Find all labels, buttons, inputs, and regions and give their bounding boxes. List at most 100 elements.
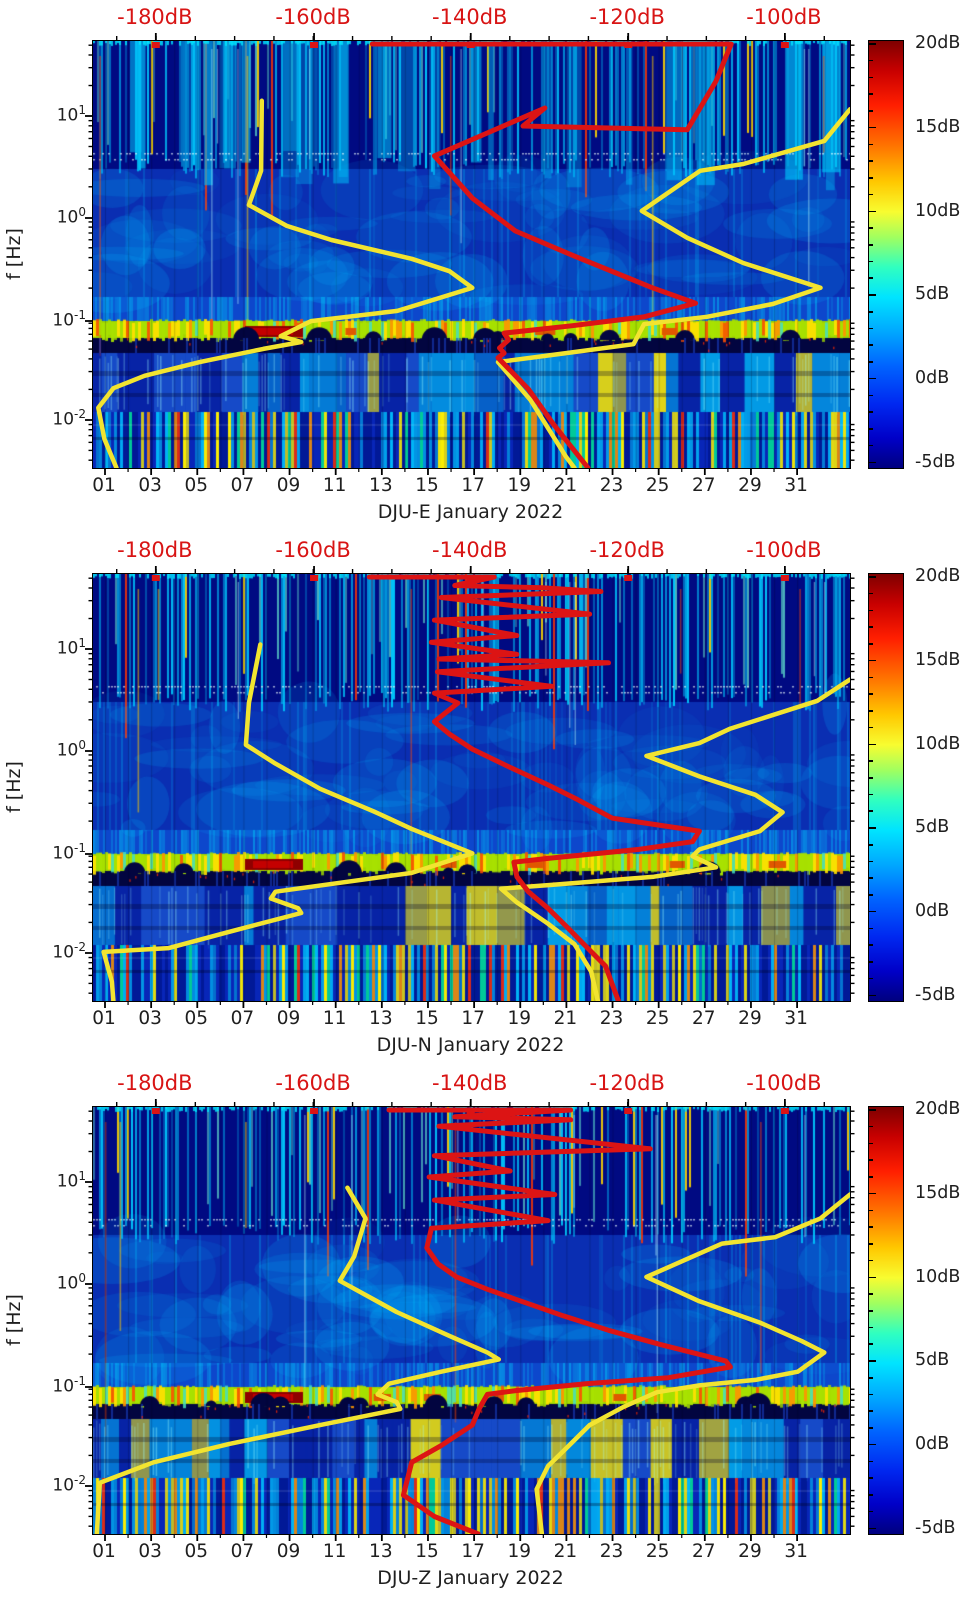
colorbar-minor-tick <box>869 843 873 846</box>
colorbar-label: 10dB <box>915 733 961 754</box>
overlay-curves <box>85 1099 855 1541</box>
top-axis-label: -120dB <box>589 538 665 562</box>
y-axis-title: f [Hz] <box>3 1294 25 1346</box>
top-axis-label: -160dB <box>275 5 351 29</box>
colorbar-minor-tick <box>869 676 873 679</box>
panel-dju-e: -180dB -160dB -140dB -120dB -100dB 101 100 10-… <box>0 0 962 533</box>
x-axis-label: 17 <box>461 1541 485 1562</box>
colorbar-minor-tick <box>869 160 873 162</box>
y-axis-label-mantissa: 10 <box>56 1273 79 1294</box>
colorbar-minor-tick <box>869 643 873 645</box>
colorbar-minor-tick <box>869 327 873 330</box>
colorbar-minor-tick <box>869 944 873 946</box>
x-axis-label: 03 <box>138 1541 162 1562</box>
colorbar-minor-tick <box>869 760 873 762</box>
colorbar-minor-tick <box>869 1494 873 1496</box>
colorbar-minor-tick <box>869 227 873 229</box>
colorbar-minor-tick <box>869 1125 873 1128</box>
colorbar-minor-tick <box>869 1477 873 1479</box>
colorbar-minor-tick <box>869 1159 873 1161</box>
colorbar: 20dB 15dB 10dB 5dB 0dB -5dB <box>868 1099 960 1538</box>
y-axis-label-exponent: -1 <box>74 308 86 322</box>
top-axis-label: -160dB <box>275 538 351 562</box>
colorbar-tick <box>869 1109 876 1111</box>
y-axis-label-mantissa: 10 <box>52 409 75 430</box>
x-axis-label: 17 <box>461 475 485 496</box>
y-axis-label-exponent: 1 <box>78 1169 86 1183</box>
x-axis-label: 01 <box>92 1008 116 1029</box>
colorbar-minor-tick <box>869 411 873 413</box>
colorbar-label: 5dB <box>915 284 950 305</box>
colorbar-label: 20dB <box>915 566 961 587</box>
colorbar-label: 5dB <box>915 1350 950 1371</box>
colorbar-minor-tick <box>869 110 873 112</box>
panel-dju-n: -180dB -160dB -140dB -120dB -100dB 101 100 10-… <box>0 533 962 1066</box>
colorbar-minor-tick <box>869 1243 873 1245</box>
colorbar-minor-tick <box>869 1293 873 1295</box>
x-axis-label: 29 <box>738 1541 762 1562</box>
red-mode-curve <box>386 1107 733 1534</box>
x-axis-label: 15 <box>415 1541 439 1562</box>
x-axis-label: 05 <box>184 475 209 496</box>
colorbar-minor-tick <box>869 609 873 612</box>
y-axis-label: 10-1 <box>18 1374 86 1397</box>
panel-title: DJU-N January 2022 <box>376 1034 565 1056</box>
x-axis-label: 07 <box>230 1541 255 1562</box>
x-axis-label: 21 <box>553 1541 578 1562</box>
colorbar-tick <box>869 1527 876 1530</box>
colorbar-label: -5dB <box>915 451 956 472</box>
y-axis-label: 101 <box>18 103 86 126</box>
x-axis-label: 15 <box>415 475 439 496</box>
colorbar-minor-tick <box>869 59 873 62</box>
x-axis-label: 21 <box>553 475 578 496</box>
colorbar-minor-tick <box>869 860 873 863</box>
axis-ticks <box>85 33 855 475</box>
colorbar-minor-tick <box>869 76 873 79</box>
y-axis-label: 10-1 <box>18 308 86 331</box>
red-mode-curve <box>366 574 702 1001</box>
x-axis-label: 11 <box>322 475 347 496</box>
colorbar-minor-tick <box>869 1309 873 1312</box>
spectrogram-heatmap <box>93 574 850 1001</box>
colorbar-label: 0dB <box>915 367 950 388</box>
colorbar-tick <box>869 994 876 997</box>
y-axis-label-mantissa: 10 <box>56 1171 79 1192</box>
y-axis-label-mantissa: 10 <box>52 942 75 963</box>
colorbar-minor-tick <box>869 710 873 712</box>
y-axis-label-exponent: 0 <box>78 1271 86 1285</box>
x-axis-label: 19 <box>507 1541 532 1562</box>
colorbar-minor-tick <box>869 693 873 695</box>
x-axis-label: 01 <box>92 475 116 496</box>
x-axis-label: 23 <box>599 1008 624 1029</box>
colorbar-minor-tick <box>869 1226 873 1228</box>
y-axis-label-mantissa: 10 <box>52 1376 75 1397</box>
colorbar-minor-tick <box>869 394 873 397</box>
x-axis-label: 31 <box>784 1541 808 1562</box>
top-axis-label: -100dB <box>746 1071 822 1095</box>
y-axis-label-mantissa: 10 <box>56 638 79 659</box>
top-axis-label: -180dB <box>117 5 193 29</box>
colorbar-minor-tick <box>869 894 873 896</box>
x-axis-label: 07 <box>230 475 255 496</box>
y-axis-title: f [Hz] <box>3 761 25 813</box>
colorbar-tick <box>869 126 876 129</box>
colorbar-tick <box>869 1360 876 1362</box>
spectrogram-plot <box>85 566 855 1008</box>
colorbar-gradient <box>869 574 903 1001</box>
colorbar-tick <box>869 210 876 213</box>
x-axis-label: 09 <box>276 1541 301 1562</box>
y-axis-label-exponent: 1 <box>78 103 86 117</box>
colorbar-label: 10dB <box>915 200 961 221</box>
x-axis-label: 05 <box>184 1541 209 1562</box>
colorbar-label: 15dB <box>915 116 961 137</box>
x-axis-label: 31 <box>784 475 808 496</box>
x-axis-label: 13 <box>369 475 393 496</box>
panel-dju-z: -180dB -160dB -140dB -120dB -100dB 101 100 10-… <box>0 1066 962 1599</box>
x-axis-label: 25 <box>645 1008 670 1029</box>
y-axis-label-mantissa: 10 <box>52 1475 75 1496</box>
colorbar-minor-tick <box>869 1376 873 1379</box>
colorbar-minor-tick <box>869 428 873 430</box>
colorbar-minor-tick <box>869 793 873 796</box>
colorbar-minor-tick <box>869 1393 873 1396</box>
